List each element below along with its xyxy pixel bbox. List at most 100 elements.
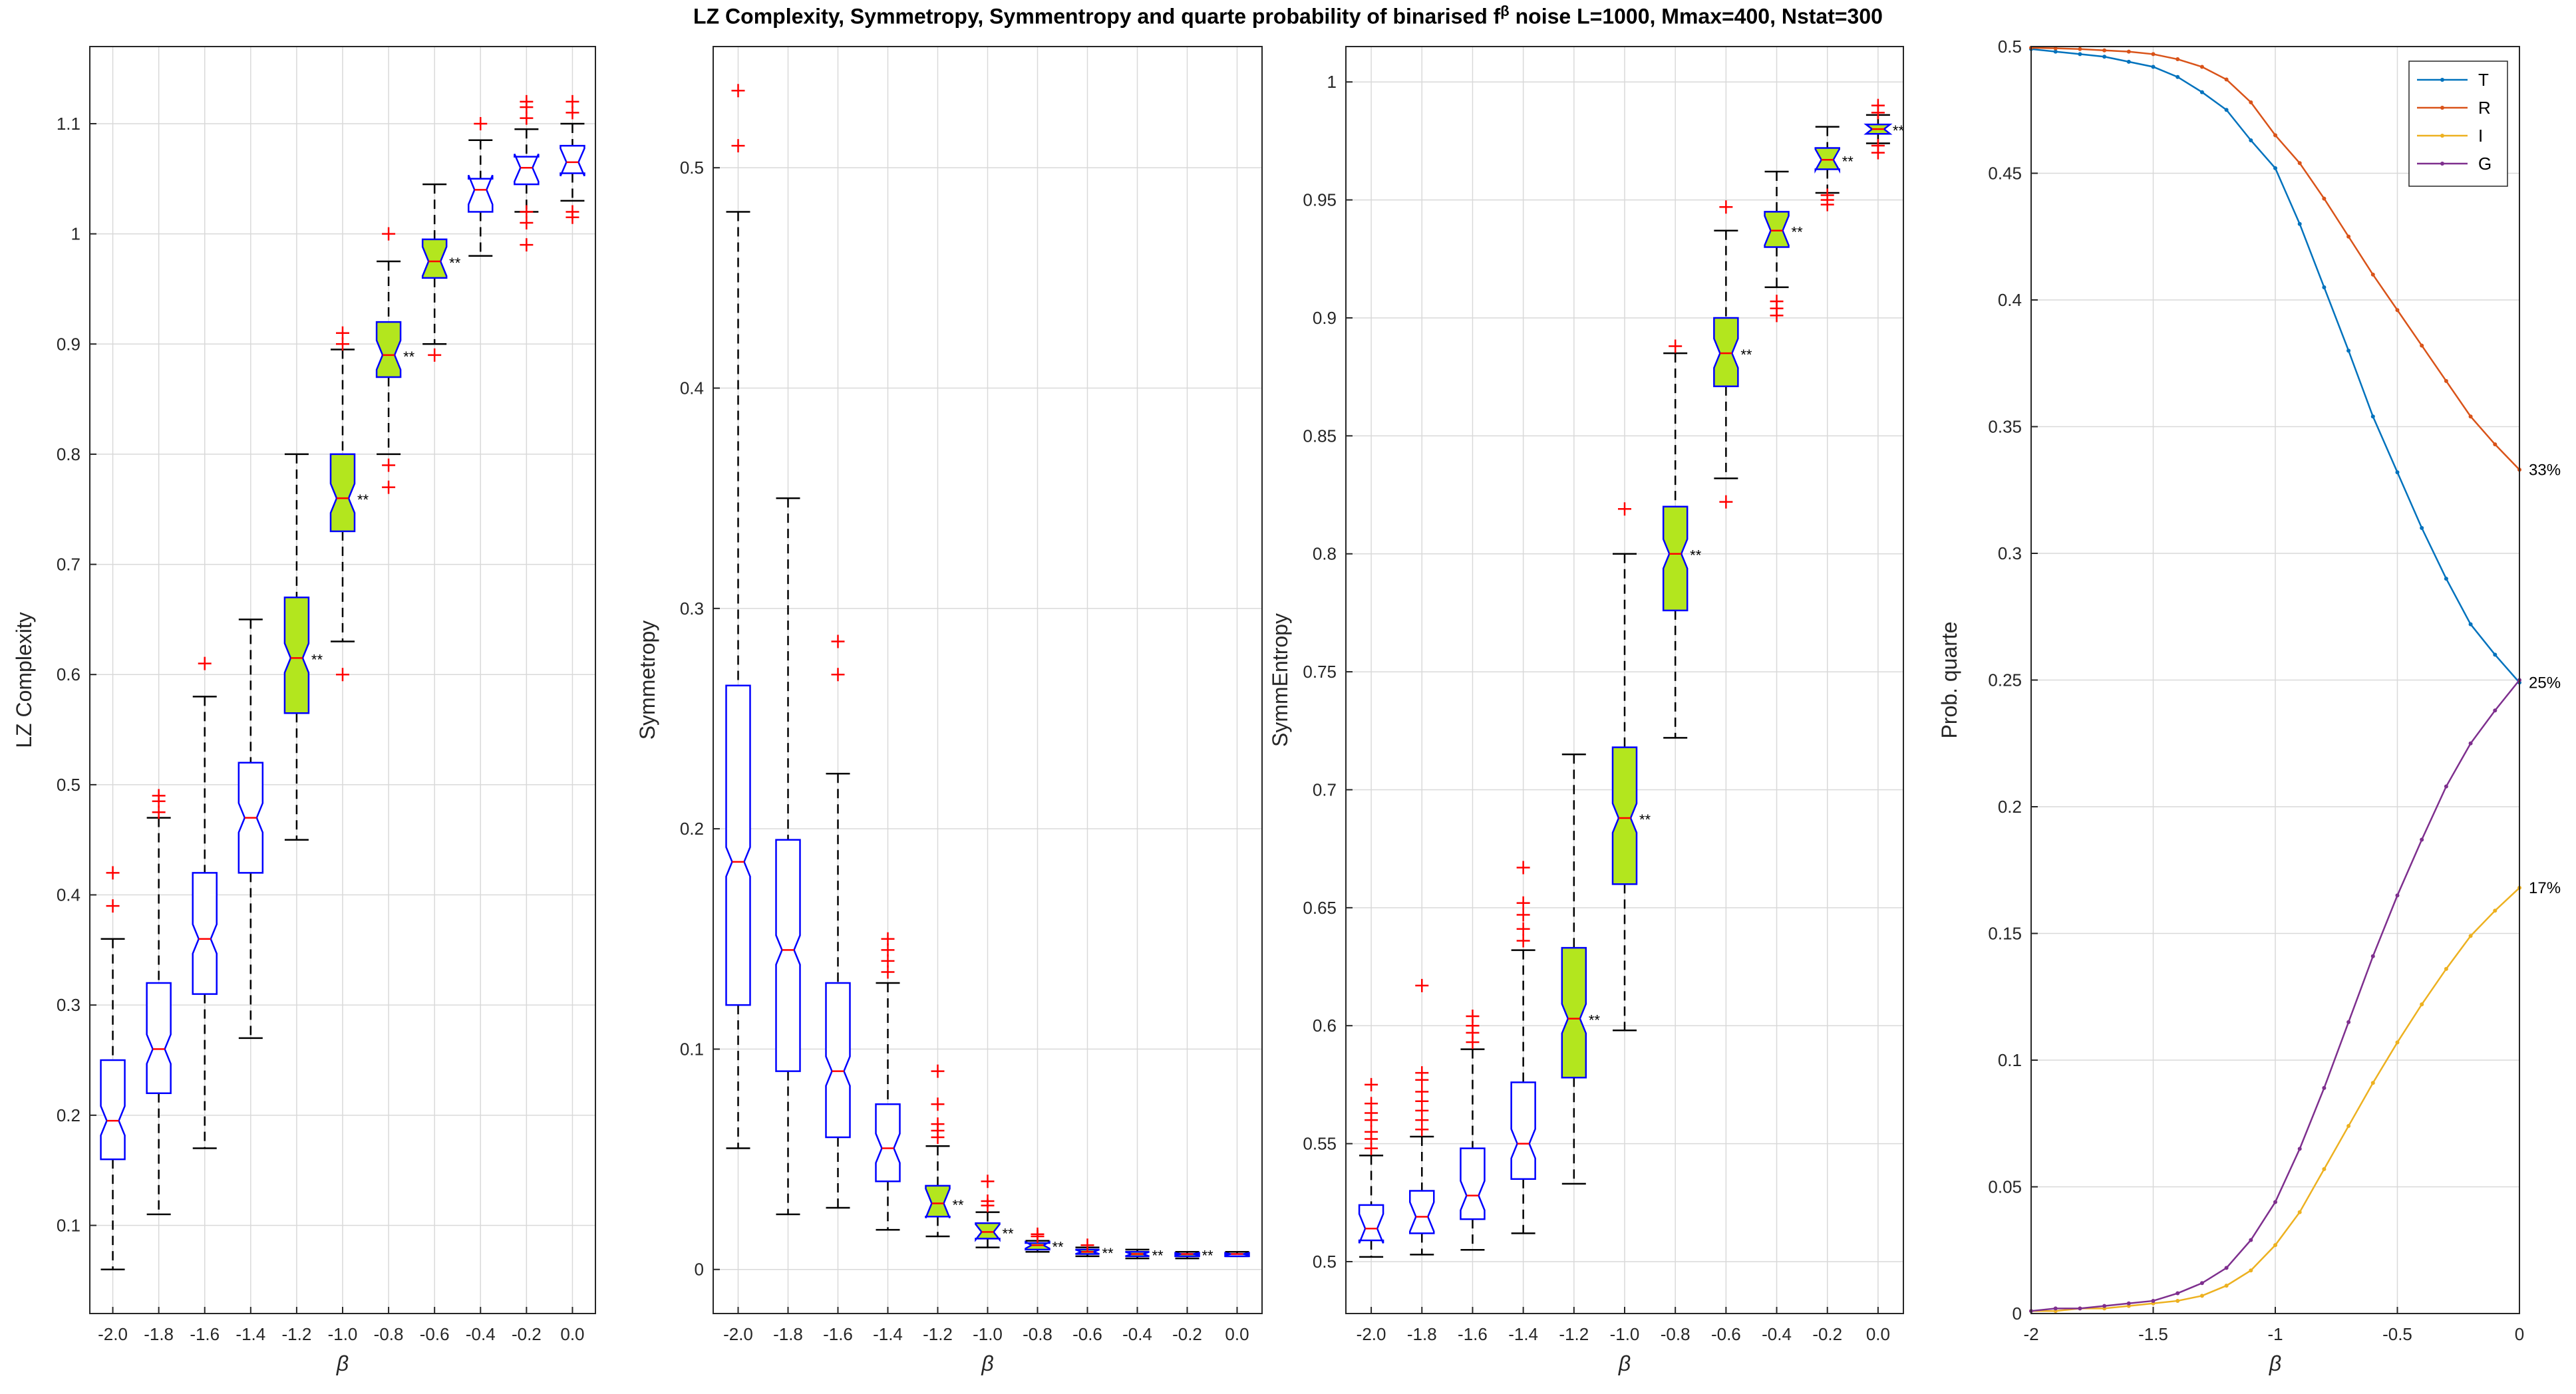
x-tick-label: -0.5 [2382, 1324, 2412, 1344]
series-point [2420, 343, 2424, 348]
box-body [725, 684, 751, 1006]
significance-marker: ** [311, 651, 323, 668]
outlier-marker [1415, 1085, 1429, 1099]
box--2.0 [1358, 1077, 1384, 1258]
box-body [1611, 746, 1638, 885]
symmetropy-chart: ** ** ** ** ** ** 0 0.1 0.2 0.3 0.4 0.5 -2.0 -1.8 -1.6… [635, 46, 1263, 1375]
significance-marker: ** [1152, 1248, 1164, 1264]
box--1.8 [1409, 978, 1435, 1256]
x-tick-label: -1.8 [144, 1324, 174, 1344]
significance-marker: ** [1589, 1012, 1601, 1029]
outlier-marker [831, 668, 845, 682]
y-tick-label: 0.9 [1313, 308, 1337, 328]
legend-label: R [2478, 98, 2491, 118]
outlier-marker [520, 238, 534, 252]
y-tick-label: 0.3 [1998, 543, 2022, 563]
series-point [2224, 1284, 2229, 1288]
box--1.2: ** [1561, 753, 1601, 1185]
significance-marker: ** [1792, 224, 1804, 241]
x-tick-label: -1.4 [236, 1324, 265, 1344]
y-axis-label: LZ Complexity [12, 612, 36, 748]
series-point [2273, 1243, 2277, 1248]
series-point [2297, 1210, 2302, 1214]
significance-marker: ** [953, 1196, 965, 1213]
series-point [2249, 100, 2253, 104]
series-point [2297, 161, 2302, 166]
series-point [2420, 525, 2424, 530]
outlier-marker [565, 94, 579, 108]
series-point [2126, 49, 2131, 54]
y-axis-label: Symmetropy [635, 621, 659, 740]
series-point [2273, 133, 2277, 138]
outlier-marker [382, 458, 396, 472]
y-tick-label: 0.3 [680, 599, 704, 619]
series-point [2395, 308, 2400, 313]
series-point [2199, 90, 2204, 94]
series-point [2249, 1238, 2253, 1242]
x-tick-label: -2.0 [1357, 1324, 1386, 1344]
x-axis-label: β [1618, 1351, 1631, 1375]
significance-marker: ** [1639, 811, 1651, 828]
significance-marker: ** [1842, 153, 1854, 170]
outlier-marker [731, 139, 745, 153]
box--1.6 [1460, 1010, 1486, 1251]
x-tick-label: -1.2 [923, 1324, 953, 1344]
x-tick-label: -2.0 [723, 1324, 753, 1344]
legend-entry-T: T [2417, 70, 2489, 90]
box--1.6 [825, 634, 851, 1209]
series-point [2346, 234, 2351, 239]
outlier-marker [881, 932, 895, 946]
series-point [2395, 893, 2400, 898]
box--1.0: ** [1611, 502, 1651, 1032]
box-body [421, 238, 448, 279]
box-body [1662, 505, 1689, 612]
series-point [2126, 1301, 2131, 1306]
x-tick-label: -0.2 [1812, 1324, 1842, 1344]
y-tick-label: 1.1 [57, 114, 80, 134]
end-label-I: 17% [2529, 879, 2561, 897]
figure-title-text: LZ Complexity, Symmetropy, Symmentropy a… [693, 4, 1501, 29]
x-tick-label: -1.0 [1610, 1324, 1640, 1344]
box-body [514, 154, 540, 186]
box-body [1358, 1204, 1384, 1244]
y-tick-label: 0.7 [57, 555, 80, 575]
x-axis-label: β [2269, 1351, 2281, 1375]
outlier-marker [1770, 295, 1784, 309]
outlier-marker [1365, 1097, 1378, 1111]
outlier-marker [428, 348, 442, 362]
box--0.8: ** [375, 227, 415, 494]
box-body [875, 1103, 901, 1183]
x-tick-label: -1.4 [1508, 1324, 1538, 1344]
outlier-marker [1466, 1010, 1480, 1024]
series-point [2468, 934, 2473, 938]
series-point [2199, 1281, 2204, 1286]
y-tick-label: 0.2 [57, 1105, 80, 1125]
series-point [2346, 348, 2351, 353]
quarte-probability-chart: 33% 25% 17% 0 0.05 0.1 0.15 0.2 0.25 0.3 0.35 0.4 0.… [1937, 37, 2561, 1375]
y-tick-label: 0.5 [1998, 37, 2022, 57]
series-point [2199, 1294, 2204, 1298]
box-body [775, 839, 801, 1072]
legend-label: G [2478, 154, 2492, 174]
y-tick-label: 0.2 [680, 819, 704, 839]
series-point [2151, 1298, 2156, 1303]
outlier-marker [981, 1194, 995, 1208]
box--1.4 [875, 932, 901, 1231]
box--1.4 [1510, 861, 1536, 1234]
outlier-marker [931, 1097, 945, 1111]
x-tick-label: -2.0 [98, 1324, 128, 1344]
outlier-marker [981, 1175, 995, 1188]
series-point [2102, 1304, 2107, 1308]
y-tick-label: 0.5 [1313, 1252, 1337, 1272]
box--0.2: ** [1174, 1248, 1213, 1264]
x-tick-label: -0.6 [420, 1324, 450, 1344]
legend-box [2408, 61, 2508, 187]
box-0.0: ** [1863, 98, 1904, 160]
legend-entry-G: G [2417, 154, 2492, 174]
series-point [2322, 285, 2327, 289]
y-tick-label: 0.8 [57, 444, 80, 464]
series-point [2053, 1306, 2058, 1311]
series-point [2395, 470, 2400, 475]
x-axis-label: β [336, 1351, 349, 1375]
